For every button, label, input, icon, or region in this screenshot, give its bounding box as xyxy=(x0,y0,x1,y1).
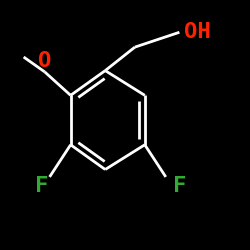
Text: O: O xyxy=(38,51,51,71)
Text: F: F xyxy=(36,176,49,196)
Text: F: F xyxy=(173,176,186,196)
Text: OH: OH xyxy=(184,22,211,42)
